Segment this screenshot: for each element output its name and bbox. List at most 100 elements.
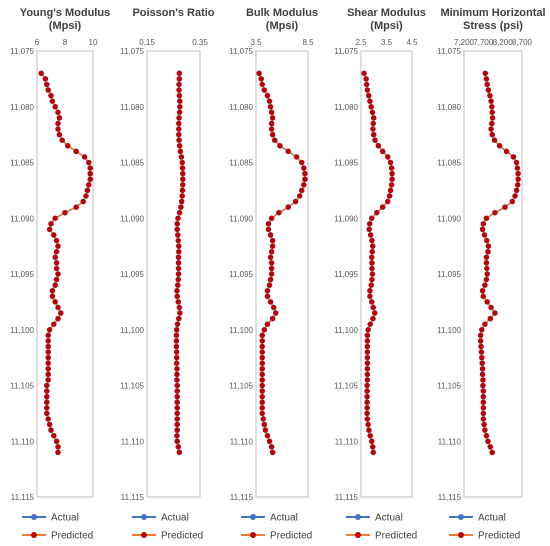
- legend-predicted-marker: [31, 532, 37, 538]
- predicted-point: [267, 276, 274, 283]
- predicted-point: [368, 104, 374, 110]
- predicted-point: [364, 410, 370, 416]
- predicted-point: [269, 265, 275, 272]
- x-tick-label: 0.15: [139, 38, 155, 47]
- predicted-point: [174, 438, 180, 444]
- predicted-point: [267, 104, 274, 110]
- legend: Actual Predicted: [22, 513, 93, 542]
- legend-actual-marker: [250, 514, 256, 520]
- x-tick-label: 10: [89, 38, 98, 47]
- predicted-point: [259, 343, 265, 350]
- predicted-point: [265, 221, 272, 227]
- predicted-point: [480, 388, 486, 394]
- track-title-line: (Mpsi): [49, 20, 82, 32]
- predicted-point: [276, 210, 282, 216]
- predicted-point: [259, 388, 265, 394]
- predicted-point: [364, 371, 370, 377]
- x-tick-label: 8,200: [493, 38, 514, 47]
- predicted-point: [489, 104, 495, 110]
- predicted-point: [176, 126, 182, 132]
- predicted-point: [372, 310, 378, 316]
- predicted-point: [481, 421, 487, 428]
- predicted-point: [177, 310, 183, 316]
- predicted-point: [73, 204, 79, 210]
- track-title-line: Young's Modulus: [20, 7, 110, 19]
- y-tick-label: 11,075: [120, 47, 144, 56]
- predicted-point: [174, 355, 180, 361]
- predicted-point: [173, 343, 180, 350]
- predicted-point: [488, 304, 494, 311]
- predicted-point: [179, 159, 185, 166]
- predicted-point: [366, 226, 372, 232]
- predicted-point: [514, 165, 520, 171]
- predicted-point: [364, 87, 370, 93]
- predicted-point: [364, 81, 370, 88]
- predicted-point: [179, 193, 185, 199]
- legend-predicted-label: Predicted: [161, 531, 203, 542]
- predicted-point: [52, 254, 58, 260]
- predicted-point: [259, 338, 265, 344]
- predicted-point: [175, 271, 182, 277]
- predicted-point: [51, 321, 57, 327]
- predicted-point: [370, 243, 376, 249]
- predicted-point: [44, 81, 50, 88]
- predicted-point: [369, 237, 375, 244]
- track-title-line: (Mpsi): [370, 20, 403, 32]
- y-tick-label: 11,100: [229, 326, 253, 335]
- predicted-point: [52, 282, 58, 288]
- predicted-point: [175, 299, 181, 305]
- predicted-point: [479, 371, 486, 377]
- predicted-point: [512, 193, 518, 199]
- predicted-point: [510, 154, 517, 160]
- predicted-point: [270, 316, 276, 322]
- predicted-point: [503, 148, 510, 154]
- predicted-point: [369, 249, 375, 255]
- predicted-point: [52, 215, 58, 221]
- predicted-point: [482, 321, 488, 327]
- predicted-point: [478, 338, 484, 344]
- predicted-point: [484, 271, 490, 277]
- predicted-point: [365, 327, 371, 333]
- predicted-point: [48, 221, 54, 227]
- predicted-point: [52, 299, 58, 305]
- predicted-point: [269, 271, 275, 277]
- predicted-point: [54, 249, 60, 255]
- track-panel-2: Poisson's Ratio 11,075 11,080 11,085 11,090 1…: [120, 7, 215, 542]
- predicted-point: [44, 410, 50, 416]
- predicted-point: [45, 377, 51, 383]
- predicted-point: [55, 304, 61, 311]
- predicted-point: [259, 377, 265, 383]
- predicted-point: [483, 76, 490, 82]
- predicted-point: [301, 182, 307, 188]
- predicted-point: [264, 433, 271, 439]
- predicted-point: [44, 394, 50, 400]
- y-tick-label: 11,110: [11, 437, 35, 446]
- y-tick-label: 11,080: [120, 103, 144, 112]
- x-tick-label: 2.5: [355, 38, 367, 47]
- predicted-point: [261, 87, 267, 93]
- predicted-point: [73, 148, 79, 154]
- predicted-point: [270, 115, 276, 121]
- predicted-point: [485, 249, 491, 255]
- predicted-point: [174, 371, 180, 377]
- predicted-point: [515, 171, 521, 177]
- predicted-point: [45, 332, 51, 338]
- predicted-point: [87, 176, 93, 182]
- predicted-point: [179, 165, 186, 171]
- predicted-point: [386, 193, 393, 199]
- track-title-line: Bulk Modulus: [246, 7, 318, 19]
- predicted-point: [49, 98, 56, 104]
- predicted-point: [478, 349, 484, 355]
- predicted-point: [265, 226, 272, 232]
- predicted-point: [369, 299, 375, 305]
- track-title-line: Shear Modulus: [347, 7, 426, 19]
- y-tick-label: 11,090: [10, 214, 34, 223]
- predicted-point: [492, 210, 498, 216]
- predicted-point: [364, 416, 370, 422]
- plot-area-frame: [360, 50, 413, 498]
- predicted-point: [371, 132, 377, 138]
- predicted-point: [175, 260, 182, 266]
- predicted-point: [55, 120, 61, 127]
- predicted-point: [174, 427, 180, 433]
